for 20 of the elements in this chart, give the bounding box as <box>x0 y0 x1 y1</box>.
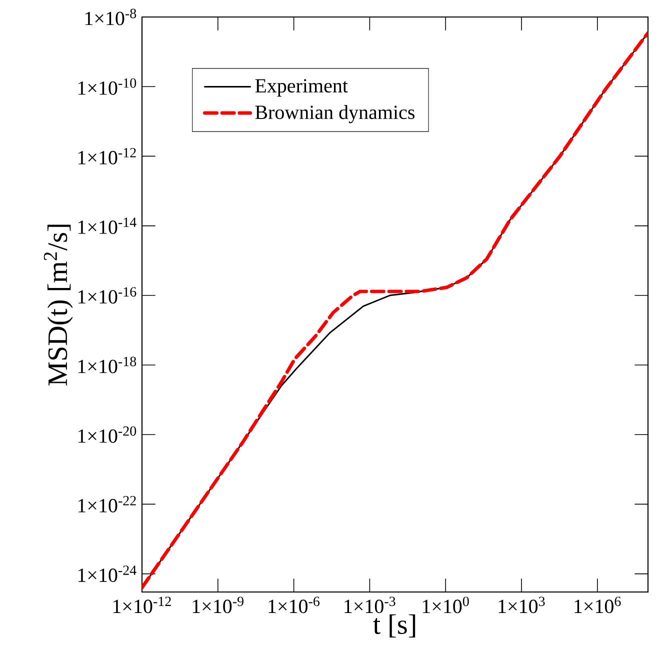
x-axis-title: t [s] <box>373 614 416 638</box>
y-tick-label: 1×10$^{-12}$ <box>78 148 136 164</box>
y-tick-label: 1×10$^{-14}$ <box>78 218 136 234</box>
x-tick-label: 1×10$^{-12}$ <box>113 596 171 614</box>
x-tick-label: 1×10$^{-9}$ <box>192 596 244 614</box>
x-tick-label: 1×10$^{3}$ <box>498 596 545 614</box>
x-tick-label: 1×10$^{-3}$ <box>344 596 396 614</box>
legend-label: Brownian dynamics <box>255 105 414 124</box>
y-tick-label: 1×10$^{-16}$ <box>78 287 136 304</box>
legend-label: Experiment <box>255 79 348 97</box>
x-tick-label: 1×10$^{-6}$ <box>268 596 320 614</box>
y-tick-label: 1×10$^{-24}$ <box>78 566 136 582</box>
y-axis-title: MSD(t) [m$^{2}$/s] <box>44 224 73 386</box>
x-tick-label: 1×10$^{0}$ <box>422 596 469 614</box>
y-tick-label: 1×10$^{-18}$ <box>78 356 136 374</box>
y-tick-label: 1×10$^{-22}$ <box>78 496 136 512</box>
y-tick-label: 1×10$^{-20}$ <box>78 426 136 443</box>
x-tick-label: 1×10$^{6}$ <box>574 596 621 614</box>
y-tick-label: 1×10$^{-8}$ <box>85 8 136 26</box>
y-tick-label: 1×10$^{-10}$ <box>78 78 136 95</box>
